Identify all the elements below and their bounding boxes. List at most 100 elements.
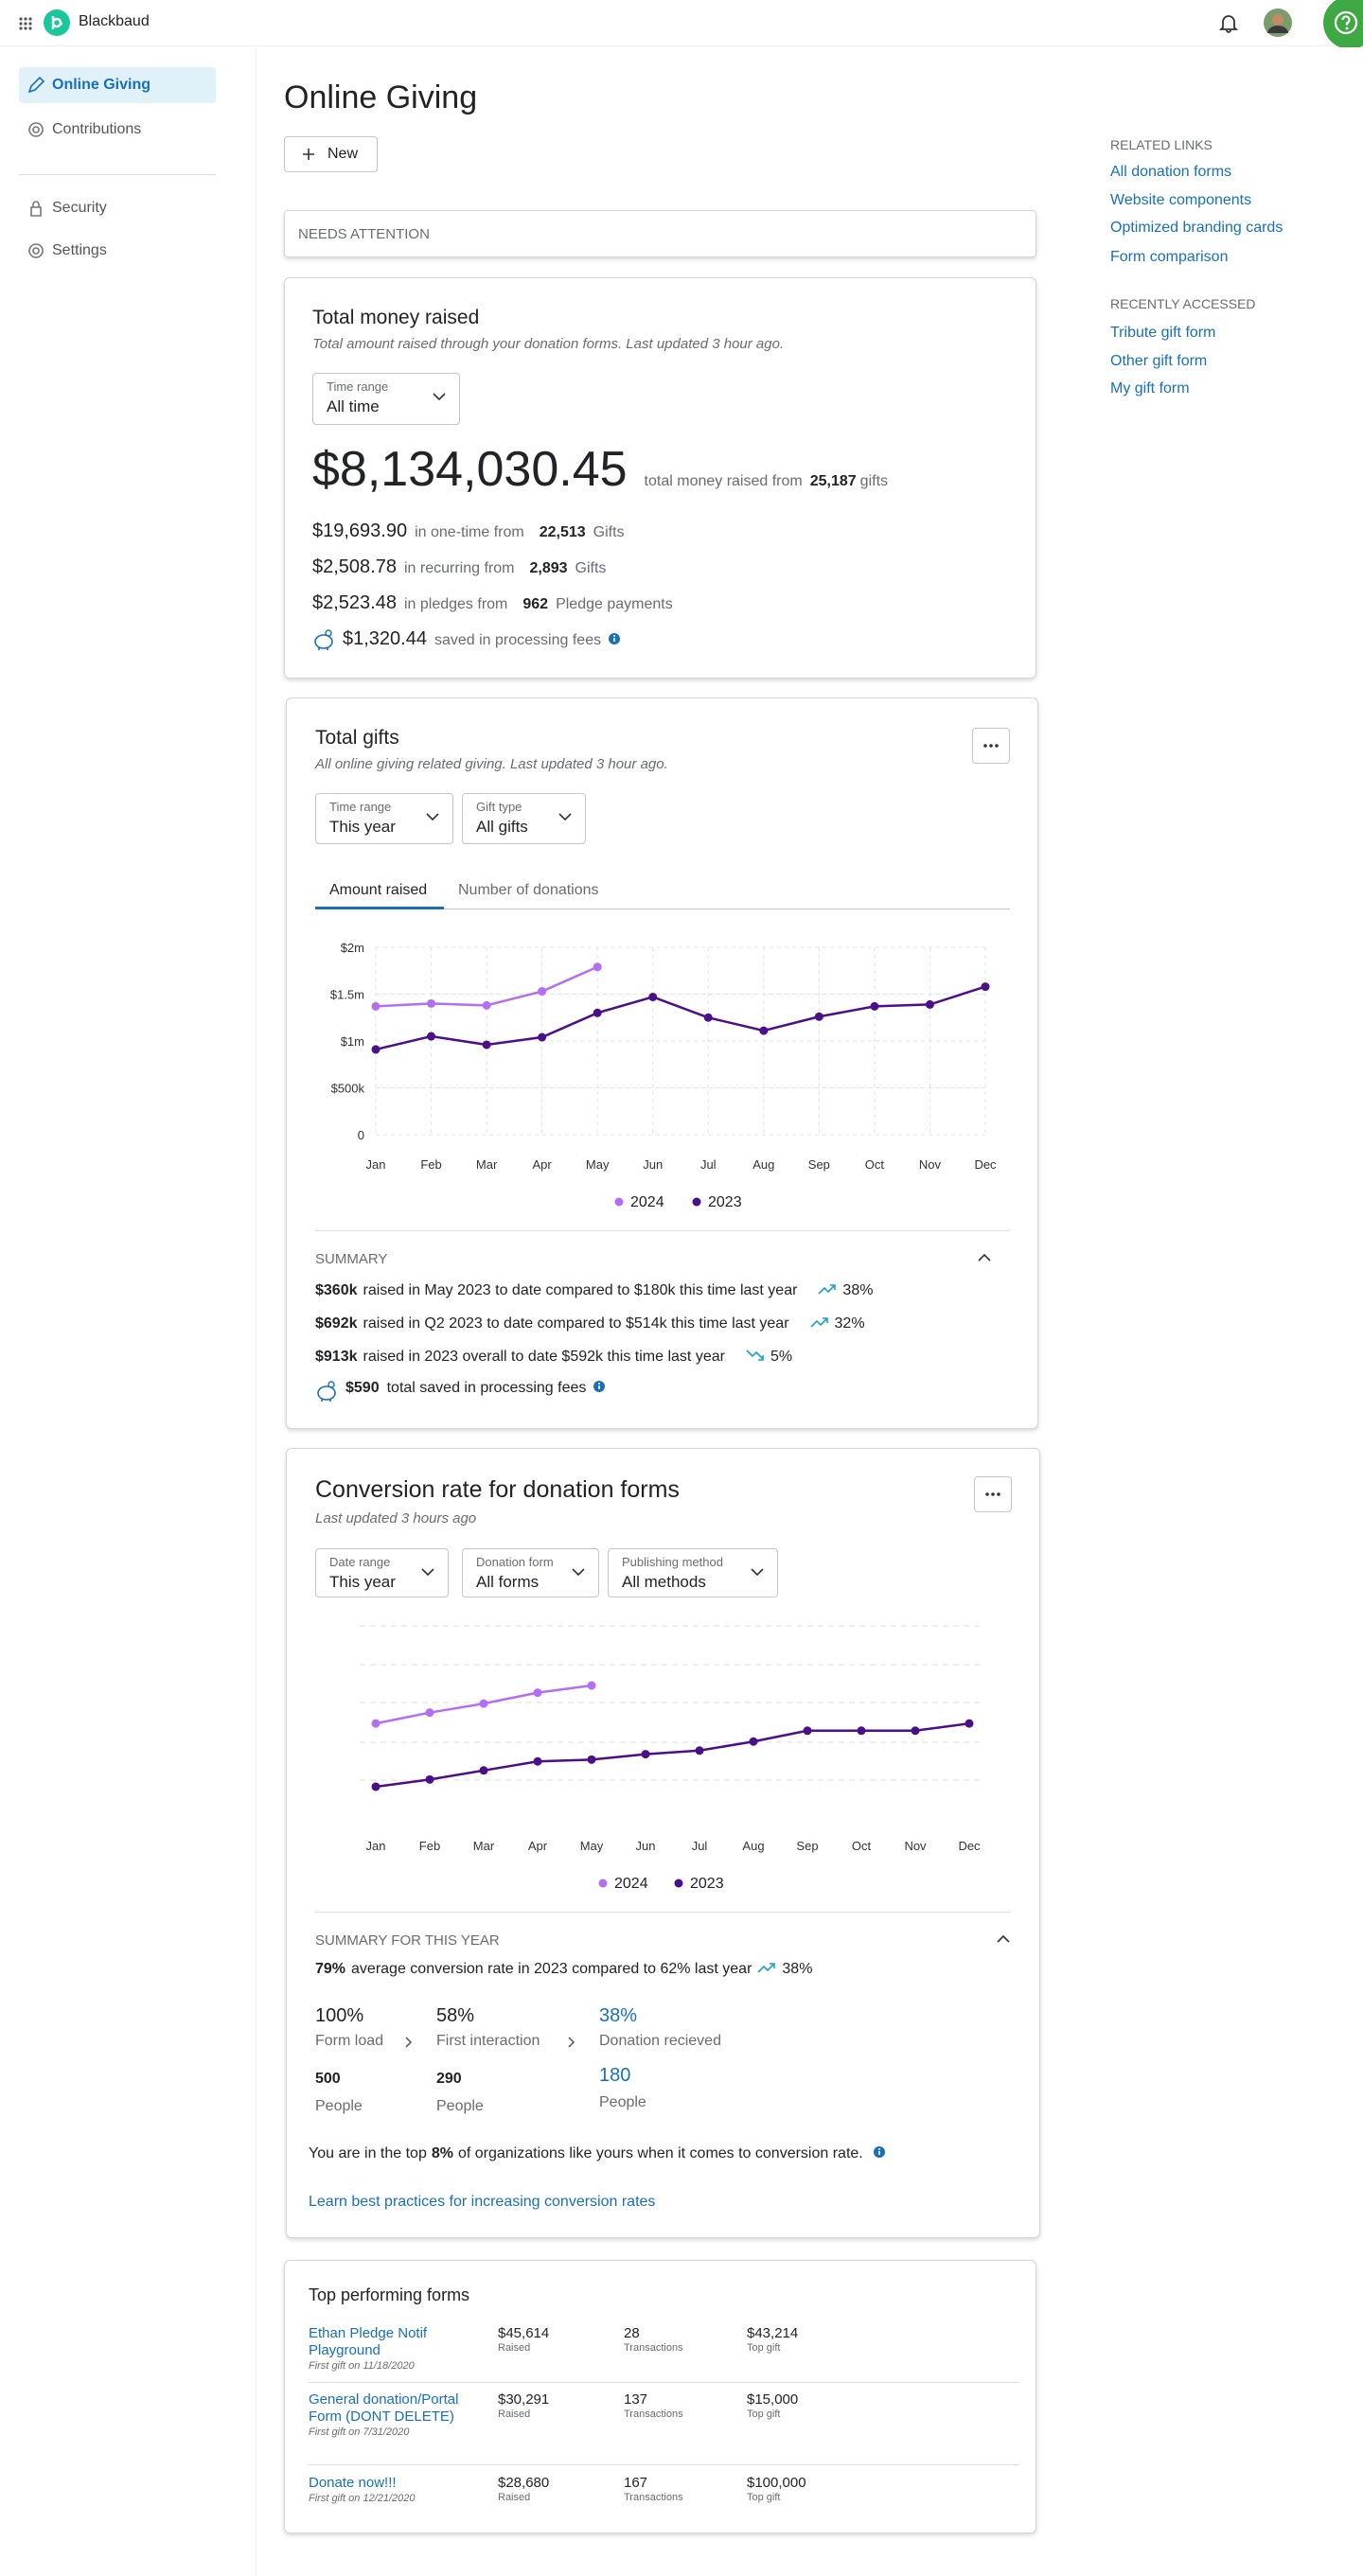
- data-point: [587, 1681, 596, 1690]
- row-count: 962: [522, 596, 549, 612]
- fees-text: total saved in processing fees: [386, 1380, 587, 1396]
- nav-item[interactable]: Contributions: [52, 121, 142, 137]
- data-point: [925, 999, 934, 1009]
- card-title: Top performing forms: [309, 2285, 470, 2304]
- summary-row: $360k raised in May 2023 to date compared…: [315, 1282, 873, 1299]
- nav-item[interactable]: Online Giving: [52, 77, 151, 93]
- fees-amount: $1,320.44: [343, 628, 427, 649]
- form-transactions: 137: [624, 2391, 648, 2408]
- nav-icon: [27, 76, 45, 94]
- help-button[interactable]: [1318, 0, 1363, 47]
- dropdown-value: This year: [329, 818, 396, 836]
- chevron: [421, 1568, 434, 1577]
- row-unit: Pledge payments: [556, 596, 673, 612]
- chevron: [751, 1568, 764, 1577]
- row-divider: [309, 2382, 1019, 2383]
- funnel-pct: 58%: [436, 2005, 475, 2026]
- dropdown-value: All forms: [476, 1573, 540, 1591]
- form-name[interactable]: General donation/Portal Form (DONT DELET…: [309, 2391, 459, 2425]
- dropdown-value: All methods: [622, 1573, 706, 1591]
- dropdown[interactable]: Time range All time: [312, 373, 460, 425]
- form-raised: $45,614: [498, 2325, 550, 2341]
- form-name[interactable]: Ethan Pledge Notif Playground: [309, 2325, 428, 2358]
- dropdown[interactable]: Time range This year: [315, 793, 453, 844]
- collapse-caret[interactable]: [997, 1934, 1010, 1943]
- info-icon[interactable]: [873, 2146, 885, 2158]
- best-practices-link[interactable]: Learn best practices for increasing conv…: [309, 2194, 656, 2210]
- icon-path: [28, 122, 44, 137]
- recent-link[interactable]: My gift form: [1110, 380, 1190, 397]
- x-tick-label: Nov: [919, 1157, 942, 1172]
- dropdown-label: Publishing method: [622, 1555, 723, 1569]
- related-link[interactable]: Form comparison: [1110, 249, 1229, 265]
- x-tick-label: Jan: [366, 1839, 386, 1853]
- data-point: [371, 1001, 381, 1011]
- summary-amount: $913k: [315, 1349, 358, 1365]
- form-first-gift: First gift on 12/21/2020: [309, 2493, 416, 2504]
- top-note: You are in the top 8% of organizations l…: [309, 2145, 885, 2162]
- dropdown[interactable]: Publishing method All methods: [608, 1548, 778, 1597]
- form-transactions-label: Transactions: [624, 2492, 683, 2503]
- dropdown[interactable]: Date range This year: [315, 1548, 449, 1597]
- x-tick-label: Dec: [958, 1839, 981, 1853]
- form-transactions: 28: [624, 2325, 640, 2341]
- info-icon[interactable]: [609, 633, 621, 644]
- x-tick-label: Apr: [528, 1839, 548, 1853]
- icon-path: [28, 243, 44, 258]
- collapse-caret[interactable]: [978, 1253, 991, 1262]
- card-subtitle: Last updated 3 hours ago: [315, 1510, 477, 1526]
- headline-text: average conversion rate in 2023 compared…: [351, 1961, 752, 1977]
- more-button[interactable]: [972, 728, 1010, 764]
- dots: [985, 1492, 1000, 1496]
- recent-link[interactable]: Other gift form: [1110, 353, 1208, 369]
- info-icon[interactable]: [593, 1381, 606, 1392]
- bell-icon[interactable]: [1219, 12, 1238, 33]
- card-subtitle: All online giving related giving. Last u…: [315, 756, 668, 772]
- related-heading: RELATED LINKS: [1110, 137, 1213, 152]
- nav-active-bg: [19, 67, 216, 103]
- recent-link[interactable]: Tribute gift form: [1110, 325, 1216, 341]
- data-point: [587, 1755, 596, 1764]
- summary-text: raised in Q2 2023 to date compared to $5…: [363, 1315, 789, 1332]
- new-button[interactable]: New: [284, 136, 378, 172]
- dropdown[interactable]: Donation form All forms: [462, 1548, 599, 1597]
- x-tick-label: May: [586, 1157, 610, 1172]
- total-amount: $8,134,030.45: [312, 442, 628, 497]
- nav-item[interactable]: Security: [52, 200, 107, 216]
- dots: [983, 744, 999, 748]
- related-link[interactable]: Optimized branding cards: [1110, 220, 1283, 236]
- summary-fees: $590 total saved in processing fees: [315, 1380, 606, 1403]
- related-link[interactable]: All donation forms: [1110, 164, 1232, 180]
- tab[interactable]: Amount raised: [329, 882, 428, 898]
- data-point: [479, 1766, 488, 1775]
- app-name: Blackbaud: [79, 13, 150, 29]
- tab[interactable]: Number of donations: [458, 882, 599, 898]
- needs-attention[interactable]: NEEDS ATTENTION: [284, 210, 1036, 257]
- nav-item[interactable]: Settings: [52, 242, 107, 258]
- dropdown-label: Donation form: [476, 1555, 554, 1569]
- summary-row: $692k raised in Q2 2023 to date compared …: [315, 1315, 865, 1332]
- funnel-label: Donation recieved: [599, 2033, 721, 2049]
- more-button[interactable]: [974, 1476, 1012, 1512]
- data-point: [911, 1726, 920, 1736]
- apps-icon[interactable]: [19, 17, 32, 30]
- data-point: [482, 1040, 491, 1050]
- chevron-path: [751, 1568, 764, 1577]
- x-tick-label: Sep: [796, 1839, 818, 1853]
- x-tick-label: Nov: [904, 1839, 927, 1853]
- dropdown[interactable]: Gift type All gifts: [462, 793, 586, 844]
- y-tick-label: $1.5m: [330, 988, 364, 1002]
- funnel-label: First interaction: [436, 2033, 540, 2049]
- data-point: [425, 1708, 434, 1718]
- legend-label: 2023: [690, 1876, 724, 1892]
- data-point: [538, 1032, 547, 1042]
- form-name[interactable]: Donate now!!!: [309, 2475, 397, 2491]
- chevron-path: [421, 1568, 434, 1577]
- avatar[interactable]: [1263, 8, 1293, 38]
- form-top-gift-label: Top gift: [747, 2408, 781, 2420]
- summary-text: raised in May 2023 to date compared to $…: [363, 1282, 798, 1298]
- data-point: [593, 1008, 602, 1017]
- logo[interactable]: [44, 9, 70, 36]
- related-link[interactable]: Website components: [1110, 192, 1252, 208]
